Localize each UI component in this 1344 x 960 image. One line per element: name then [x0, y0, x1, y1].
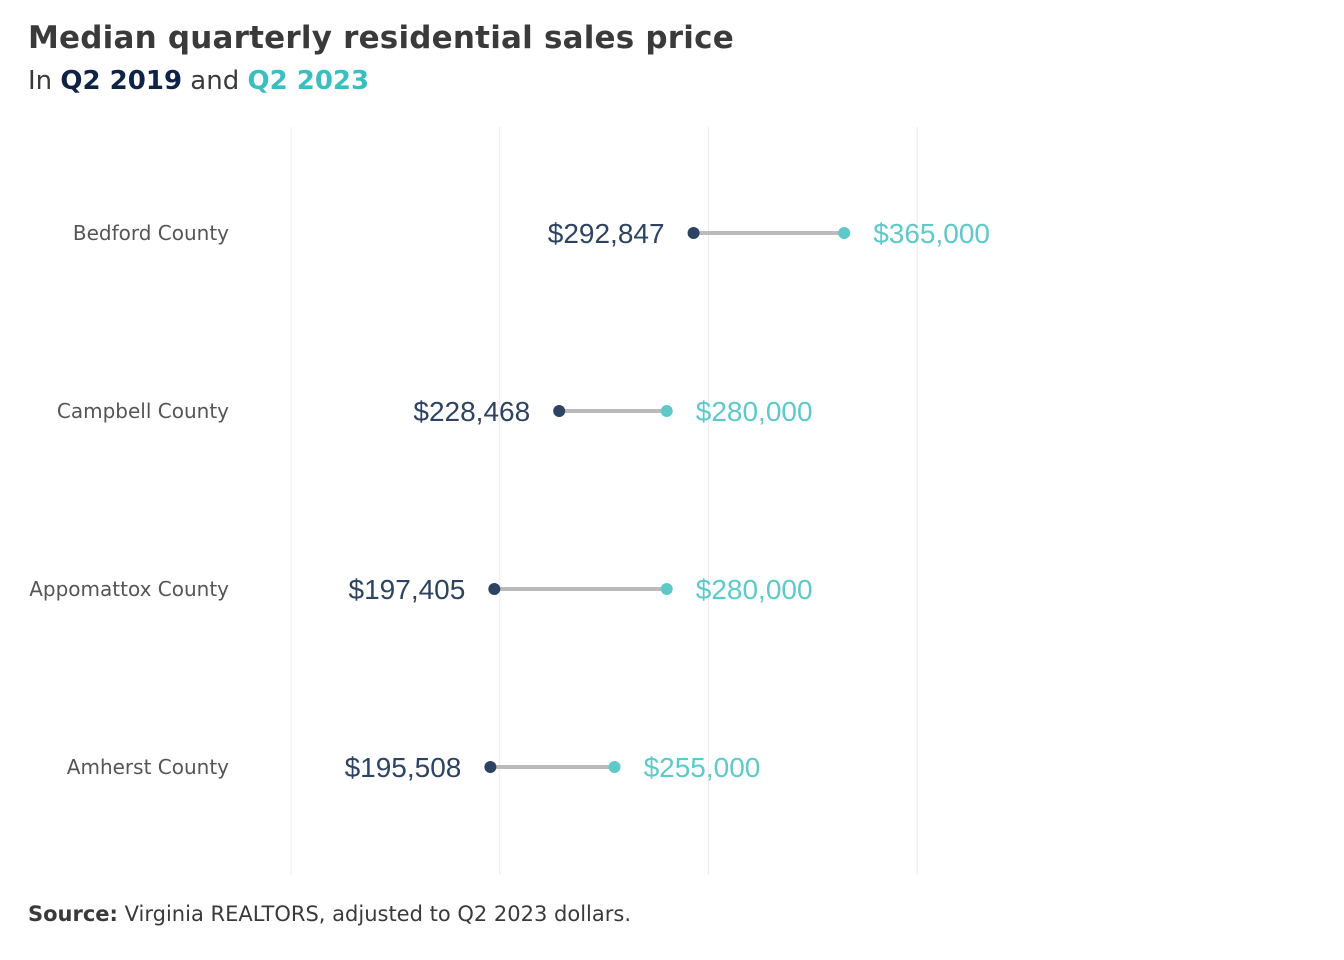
- value-label-q2-2023: $280,000: [696, 396, 813, 427]
- value-label-q2-2019: $228,468: [413, 396, 530, 427]
- value-label-q2-2019: $292,847: [548, 218, 665, 249]
- value-label-q2-2019: $197,405: [349, 574, 466, 605]
- value-label-q2-2023: $365,000: [873, 218, 990, 249]
- source-text: Virginia REALTORS, adjusted to Q2 2023 d…: [124, 902, 632, 926]
- value-label-q2-2019: $195,508: [345, 752, 462, 783]
- dot-q2-2019: [488, 583, 501, 595]
- value-label-q2-2023: $255,000: [644, 752, 761, 783]
- source-label: Source:: [28, 902, 118, 926]
- value-label-q2-2023: $280,000: [696, 574, 813, 605]
- dot-q2-2023: [660, 405, 673, 417]
- subtitle-join: and: [190, 66, 240, 96]
- source-note: Source: Virginia REALTORS, adjusted to Q…: [28, 902, 631, 926]
- category-label: Appomattox County: [29, 577, 229, 601]
- legend-series-2023: Q2 2023: [247, 66, 370, 96]
- category-label: Campbell County: [57, 399, 229, 423]
- chart-title: Median quarterly residential sales price: [28, 20, 734, 56]
- category-label: Amherst County: [67, 755, 229, 779]
- category-label: Bedford County: [73, 221, 229, 245]
- legend-series-2019: Q2 2019: [60, 66, 183, 96]
- dot-q2-2019: [484, 761, 497, 773]
- dot-q2-2023: [838, 227, 851, 239]
- dot-q2-2019: [553, 405, 566, 417]
- dot-q2-2023: [608, 761, 621, 773]
- dot-q2-2019: [687, 227, 700, 239]
- chart-subtitle: In Q2 2019 and Q2 2023: [28, 66, 369, 96]
- dot-q2-2023: [660, 583, 673, 595]
- subtitle-prefix: In: [28, 66, 53, 96]
